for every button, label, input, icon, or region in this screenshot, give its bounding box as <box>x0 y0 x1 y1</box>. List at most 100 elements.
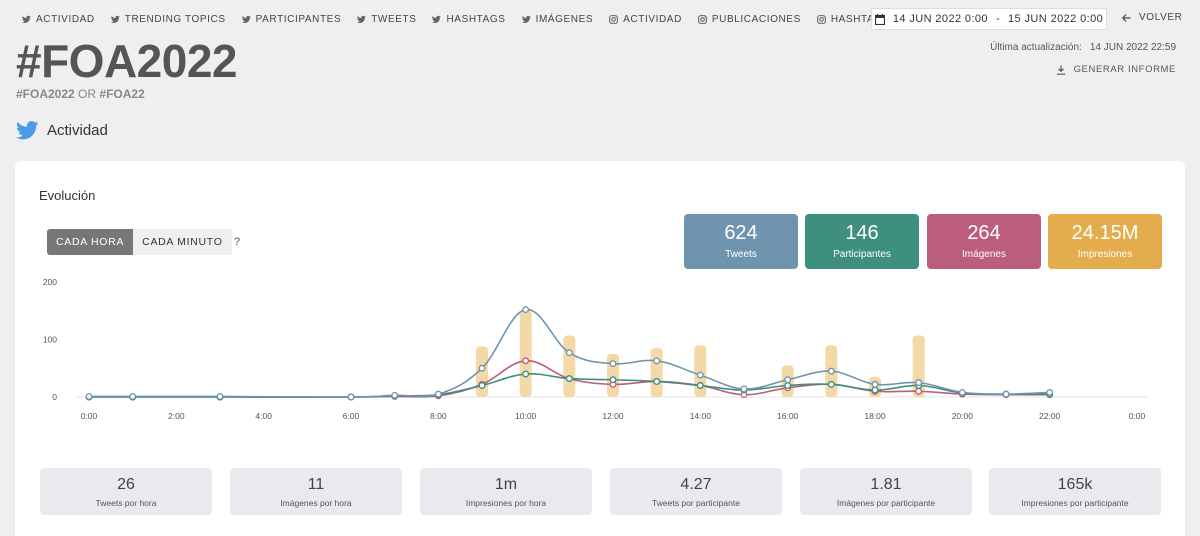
last-update: Última actualización: 14 JUN 2022 22:59 <box>990 42 1176 53</box>
nav-item-label: TRENDING TOPICS <box>124 13 226 25</box>
series-point <box>653 357 661 365</box>
stat-value: 624 <box>724 222 758 244</box>
series-point <box>653 378 661 385</box>
stat-label: Impresiones <box>1077 249 1133 260</box>
y-tick-label: 200 <box>43 277 57 287</box>
nav-item-hashtags-8[interactable]: HASHTAGS <box>816 14 890 25</box>
twitter-icon <box>22 15 31 24</box>
x-tick-label: 12:00 <box>602 411 624 421</box>
twitter-bird-icon <box>16 121 39 140</box>
stat-box-imágenes: 264 Imágenes <box>927 214 1041 269</box>
stat-box-tweets: 624 Tweets <box>684 214 798 269</box>
x-tick-label: 14:00 <box>690 411 712 421</box>
back-label: VOLVER <box>1139 12 1183 23</box>
twitter-icon <box>521 15 531 24</box>
top-nav: ACTIVIDAD TRENDING TOPICS PARTICIPANTES TWE… <box>22 12 890 26</box>
series-point <box>871 380 879 388</box>
stat-box-participantes: 146 Participantes <box>805 214 919 269</box>
date-separator: - <box>995 13 1001 25</box>
y-tick-label: 100 <box>43 335 57 345</box>
nav-item-actividad-6[interactable]: ACTIVIDAD <box>609 14 682 25</box>
metric-label: Tweets por participante <box>652 498 740 508</box>
date-start: 14 JUN 2022 0:00 <box>892 13 988 25</box>
metric-box: 1.81 Imágenes por participante <box>800 468 972 515</box>
nav-item-trending-topics-1[interactable]: TRENDING TOPICS <box>110 13 226 25</box>
date-range-picker[interactable]: 14 JUN 2022 0:00 - 15 JUN 2022 0:00 <box>871 8 1107 30</box>
query-subtitle: #FOA2022 OR #FOA22 <box>16 87 145 101</box>
toggle-minutely[interactable]: CADA MINUTO <box>133 229 232 255</box>
stat-label: Tweets <box>725 249 757 260</box>
instagram-icon <box>816 14 826 24</box>
series-point <box>522 357 530 365</box>
page-title: #FOA2022 <box>16 35 238 87</box>
last-update-label: Última actualización: <box>990 42 1082 53</box>
metric-label: Imágenes por hora <box>280 498 352 508</box>
metric-label: Impresiones por participante <box>1021 498 1129 508</box>
nav-item-imágenes-5[interactable]: IMÁGENES <box>521 14 594 25</box>
nav-item-label: HASHTAGS <box>446 13 506 25</box>
metric-box: 1m Impresiones por hora <box>420 468 592 515</box>
series-point <box>1046 388 1054 396</box>
generate-report-button[interactable]: GENERAR INFORME <box>1056 64 1176 75</box>
metric-box: 165k Impresiones por participante <box>989 468 1161 515</box>
x-tick-label: 4:00 <box>255 411 272 421</box>
help-button[interactable]: ? <box>234 236 241 248</box>
x-tick-label: 20:00 <box>952 411 974 421</box>
nav-item-participantes-2[interactable]: PARTICIPANTES <box>241 13 342 25</box>
nav-item-hashtags-4[interactable]: HASHTAGS <box>432 14 505 25</box>
section-title: Actividad <box>47 122 108 139</box>
metric-label: Tweets por hora <box>95 498 157 508</box>
impressions-bar <box>694 345 707 397</box>
stat-box-impresiones: 24.15M Impresiones <box>1048 214 1162 269</box>
metric-box: 26 Tweets por hora <box>40 468 212 515</box>
impressions-bar <box>563 335 576 397</box>
section-header: Actividad <box>16 121 108 140</box>
nav-item-actividad-0[interactable]: ACTIVIDAD <box>22 14 95 25</box>
twitter-icon <box>432 15 442 24</box>
metric-box: 4.27 Tweets por participante <box>610 468 782 515</box>
series-point <box>958 388 966 396</box>
metric-value: 1m <box>494 476 518 493</box>
x-tick-label: 0:00 <box>81 411 98 421</box>
series-point <box>696 382 704 389</box>
nav-item-publicaciones-7[interactable]: PUBLICACIONES <box>697 14 801 25</box>
series-point <box>565 349 573 357</box>
series-point <box>609 360 617 368</box>
metric-value: 11 <box>307 476 325 493</box>
toggle-hourly[interactable]: CADA HORA <box>47 229 134 255</box>
nav-item-tweets-3[interactable]: TWEETS <box>357 14 416 25</box>
series-point <box>1002 390 1010 398</box>
series-point <box>522 370 530 378</box>
series-point <box>784 382 792 389</box>
stat-value: 146 <box>845 222 879 244</box>
x-tick-label: 0:00 <box>1129 411 1146 421</box>
query-operator: OR <box>78 87 97 101</box>
series-point <box>915 379 923 387</box>
series-point <box>434 390 442 398</box>
stat-value: 264 <box>967 222 1001 244</box>
series-point <box>565 375 573 383</box>
metric-value: 1.81 <box>870 476 902 493</box>
y-tick-label: 0 <box>52 392 57 402</box>
series-point <box>347 393 355 401</box>
download-icon <box>1056 65 1065 75</box>
metric-label: Impresiones por hora <box>465 498 547 508</box>
series-point <box>915 387 923 395</box>
generate-report-label: GENERAR INFORME <box>1073 64 1176 75</box>
metric-value: 165k <box>1057 476 1093 493</box>
interval-toggle: CADA HORA CADA MINUTO <box>47 229 232 255</box>
series-point <box>784 376 792 384</box>
x-tick-label: 18:00 <box>864 411 886 421</box>
nav-item-label: ACTIVIDAD <box>623 13 682 25</box>
series-point <box>216 392 224 400</box>
series-point <box>522 306 530 314</box>
series-point <box>827 367 835 375</box>
query-term-2: #FOA22 <box>99 87 145 101</box>
series-point <box>478 382 486 389</box>
back-button[interactable]: VOLVER <box>1122 12 1182 23</box>
metric-value: 4.27 <box>680 476 712 493</box>
twitter-icon <box>241 15 251 24</box>
arrow-left-icon <box>1122 13 1131 22</box>
nav-item-label: PARTICIPANTES <box>255 13 342 25</box>
last-update-value: 14 JUN 2022 22:59 <box>1089 42 1176 53</box>
